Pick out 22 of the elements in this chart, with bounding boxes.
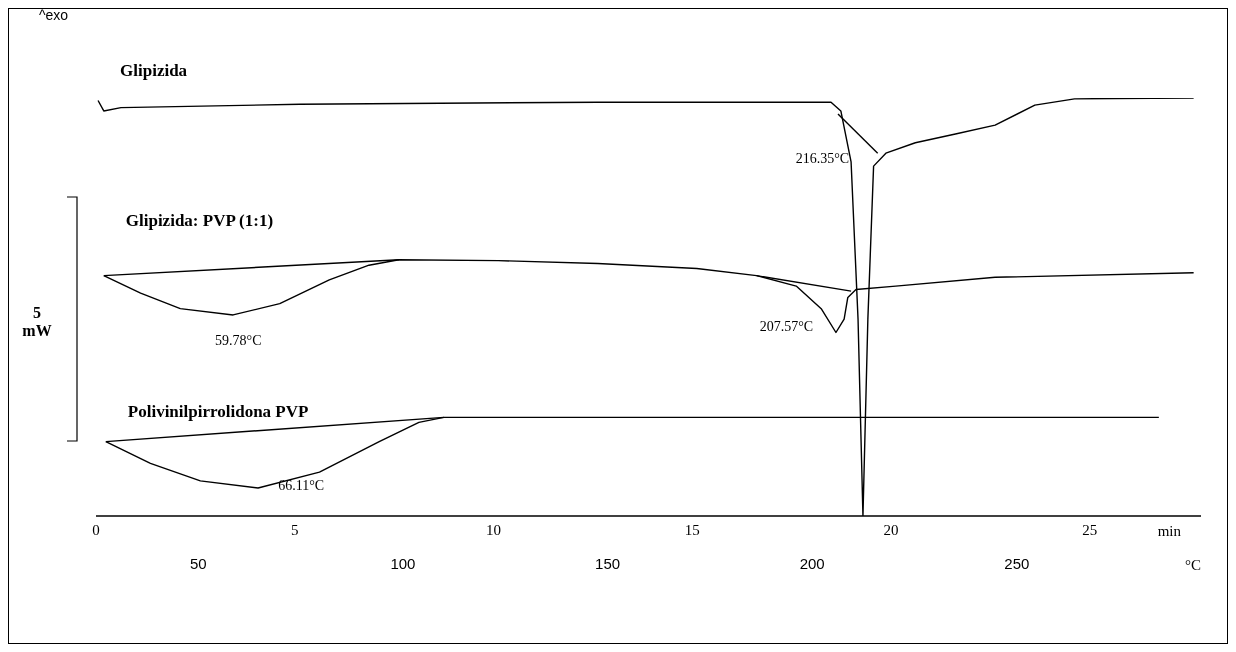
x-tick-label: 100 — [390, 554, 416, 572]
series-label: Polivinilpirrolidona PVP — [127, 401, 309, 421]
x2-tick-label: 15 — [684, 521, 700, 538]
annotation: 66.11°C — [278, 478, 325, 494]
text: 5 mW — [21, 304, 53, 340]
annotation: 59.78°C — [215, 332, 262, 348]
x2-axis-title: min — [1157, 523, 1182, 539]
x2-tick-label: 10 — [485, 521, 501, 538]
x-tick-label: 50 — [189, 554, 207, 572]
x2-tick-label: 20 — [883, 521, 899, 538]
x2-tick-label: 5 — [290, 521, 299, 538]
text: ^exo — [39, 7, 69, 23]
x-tick-label: 250 — [1004, 554, 1030, 572]
x-axis-title: °C — [1184, 557, 1201, 573]
x2-tick-label: 0 — [92, 521, 100, 538]
text: Glipizida: PVP (1:1) — [125, 210, 274, 230]
x-tick-label: 200 — [799, 554, 825, 572]
x2-tick-label: 25 — [1082, 521, 1098, 538]
x-tick-label: 150 — [595, 554, 621, 572]
series-label: Glipizida — [120, 60, 188, 80]
annotation: 207.57°C — [759, 318, 814, 334]
annotation: 216.35°C — [795, 151, 850, 167]
